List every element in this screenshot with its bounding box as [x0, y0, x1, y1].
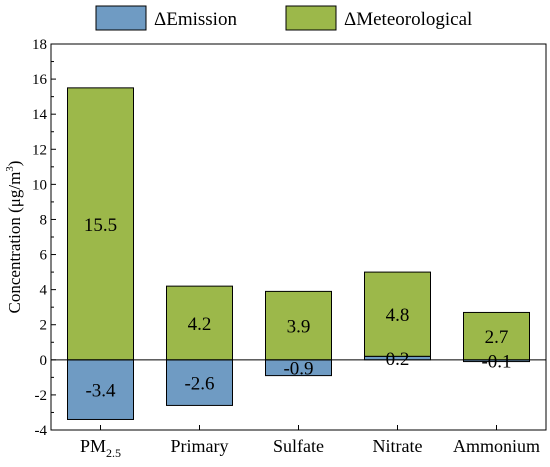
legend-label-emission: ΔEmission — [154, 9, 237, 30]
x-tick-label-3: Nitrate — [373, 436, 423, 456]
x-tick-label-2: Sulfate — [273, 436, 324, 456]
y-tick-label: 10 — [32, 177, 47, 193]
bar-meteorological-3 — [364, 271, 431, 357]
data-labels-layer: -3.4 15.5 -2.6 4.2 -0.9 3.9 0.2 4.8 -0.1 2.7 — [84, 215, 512, 402]
y-tick-label: -2 — [35, 388, 48, 404]
legend-label-meteorological: ΔMeteorological — [344, 9, 472, 30]
legend-swatch-emission — [95, 5, 147, 31]
y-tick-label: 6 — [40, 248, 48, 264]
bars-layer — [67, 87, 530, 420]
data-label-emission-1: -2.6 — [184, 374, 214, 395]
data-label-meteorological-1: 4.2 — [188, 314, 212, 335]
legend: ΔEmission ΔMeteorological — [95, 5, 472, 31]
y-tick-label: 8 — [40, 212, 48, 228]
y-tick-label: 0 — [40, 353, 48, 369]
x-tick-label-4: Ammonium — [453, 436, 540, 456]
data-label-emission-2: -0.9 — [283, 359, 313, 380]
y-axis-title-suffix: ) — [5, 161, 24, 167]
data-label-emission-0: -3.4 — [85, 381, 116, 402]
bar-meteorological-1 — [166, 285, 233, 361]
data-label-meteorological-3: 4.8 — [386, 305, 410, 326]
y-tick-label: 4 — [40, 283, 48, 299]
y-tick-label: 12 — [32, 142, 47, 158]
data-label-emission-3: 0.2 — [386, 349, 410, 370]
data-label-meteorological-4: 2.7 — [485, 327, 509, 348]
y-tick-label: 14 — [32, 107, 48, 123]
y-tick-label: 2 — [40, 318, 48, 334]
bar-emission-0 — [67, 359, 134, 420]
bar-meteorological-0 — [67, 87, 134, 361]
x-tick-label-0: PM2.5 — [80, 436, 121, 460]
data-label-meteorological-2: 3.9 — [287, 317, 311, 338]
y-tick-label: 18 — [32, 37, 47, 53]
data-label-emission-4: -0.1 — [481, 352, 511, 373]
y-axis-title: Concentration (μg/m3) — [4, 161, 24, 314]
y-axis-title-text: Concentration (μg/m — [5, 172, 24, 314]
axes-layer: -4 -2 0 2 4 6 8 10 12 14 16 18 PM2.5 Primary Sulfate Ni… — [32, 37, 547, 460]
legend-swatch-meteorological — [285, 5, 337, 31]
x-tick-label-1: Primary — [171, 436, 229, 456]
y-axis-title-superscript: 3 — [4, 166, 16, 172]
y-tick-label: -4 — [35, 423, 48, 439]
y-tick-label: 16 — [32, 72, 48, 88]
data-label-meteorological-0: 15.5 — [84, 215, 117, 236]
